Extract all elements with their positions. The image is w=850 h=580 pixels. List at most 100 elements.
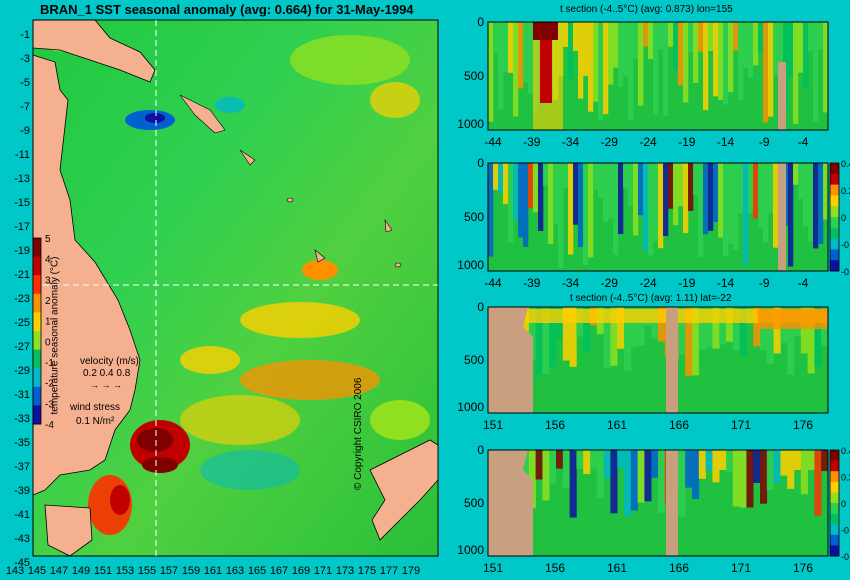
depth-label: 500 (464, 69, 484, 83)
colorbar-tick: 4 (45, 255, 51, 266)
lat-label: -37 (14, 461, 30, 473)
vel-colorbar-segment (830, 460, 839, 472)
section-column (766, 450, 774, 490)
section-x-label: -4 (798, 276, 809, 290)
section-column (608, 22, 614, 85)
colorbar-segment (33, 349, 41, 369)
tasmania-land (44, 504, 93, 557)
vel-colorbar-tick: 0 (841, 213, 846, 223)
section-column (562, 450, 570, 488)
section-column (624, 307, 632, 371)
lon-label: 177 (380, 565, 398, 577)
section-column (788, 22, 794, 77)
lon-label: 155 (138, 565, 156, 577)
colorbar-segment (33, 331, 41, 351)
lon-axis-labels: 143 145 147 149 151 153 155 157 159 161 163 165 167 1… (6, 565, 420, 577)
section-column (651, 450, 659, 478)
section-column (618, 163, 624, 234)
section-column (518, 163, 524, 238)
section-x-label: 166 (669, 418, 689, 432)
vel-colorbar-segment (830, 545, 839, 557)
section-column (705, 307, 713, 348)
section-x-label: 171 (731, 418, 751, 432)
section-column (528, 307, 536, 361)
colorbar-tick: 0 (45, 337, 51, 348)
map-title: BRAN_1 SST seasonal anomaly (avg: 0.664)… (40, 2, 414, 17)
wind-legend-title: wind stress (70, 402, 121, 413)
section-x-label: -4 (798, 135, 809, 149)
lon-label: 157 (160, 565, 178, 577)
section-column (732, 450, 740, 507)
australia-land (32, 54, 141, 496)
section-column (513, 22, 519, 117)
section-column (535, 450, 543, 480)
pacific-islands (179, 94, 402, 268)
section-x-label: -14 (717, 276, 735, 290)
section-column (733, 163, 739, 250)
land-mask (666, 450, 678, 556)
section-column (603, 307, 611, 368)
section-column (548, 163, 554, 244)
lat-label: -33 (14, 413, 30, 425)
lat-label: -29 (14, 365, 30, 377)
lat-label: -1 (20, 29, 30, 41)
section-column (528, 22, 534, 95)
section-column (723, 163, 729, 257)
depth-label: 1000 (457, 543, 484, 557)
section-column (743, 22, 749, 68)
section-column (658, 307, 666, 342)
section-column (651, 307, 659, 340)
section-column (617, 450, 625, 469)
lon-label: 147 (50, 565, 68, 577)
section-column (685, 307, 693, 376)
section-column (821, 450, 829, 472)
section-column (523, 163, 529, 247)
section-column (513, 163, 519, 221)
lat-label: -15 (14, 197, 30, 209)
section-column (623, 22, 629, 77)
section-column (808, 22, 814, 52)
section-column (613, 163, 619, 255)
section-column (493, 163, 499, 190)
vel-colorbar-segment (830, 238, 839, 250)
section-column (713, 163, 719, 223)
depth-label: 500 (464, 496, 484, 510)
section-x-label: -9 (759, 135, 770, 149)
section-x-label: 151 (483, 561, 503, 575)
section-x-label: -24 (639, 135, 657, 149)
section-column (693, 163, 699, 195)
vel-colorbar-segment (830, 503, 839, 514)
section-column (692, 307, 700, 376)
section-column (708, 163, 714, 231)
land-mask (778, 62, 786, 130)
copyright-text: © Copyright CSIRO 2006 (353, 377, 364, 490)
vel-colorbar-segment (830, 163, 839, 175)
section-column (508, 22, 514, 73)
section-column (719, 450, 727, 470)
lat-label: -17 (14, 221, 30, 233)
section-column (753, 450, 761, 484)
lat-label: -27 (14, 341, 30, 353)
vel-colorbar-segment (830, 173, 839, 185)
section-column (813, 163, 819, 249)
section-column (608, 163, 614, 219)
vel-colorbar-segment (830, 471, 839, 483)
section-column (818, 22, 824, 50)
sst-anomaly-map[interactable]: 5 4 3 2 1 0 -1 -2 -3 -4 -1 -3 -5 -7 -9 -11 -13 -15 -17 -19… (0, 0, 440, 580)
lat-label: -9 (20, 125, 30, 137)
section-column (643, 163, 649, 252)
section-column (523, 22, 529, 83)
lat-label: -21 (14, 269, 30, 281)
section-column (748, 22, 754, 78)
section-column (588, 163, 594, 258)
vel-colorbar-segment (830, 481, 839, 493)
colorbar-segment (33, 256, 41, 276)
section-column (658, 22, 664, 50)
colorbar-segment (33, 275, 41, 295)
section-column (793, 22, 799, 124)
section-column (753, 307, 761, 347)
section-column (603, 163, 609, 223)
section-x-label: -9 (759, 276, 770, 290)
section-column (708, 22, 714, 52)
